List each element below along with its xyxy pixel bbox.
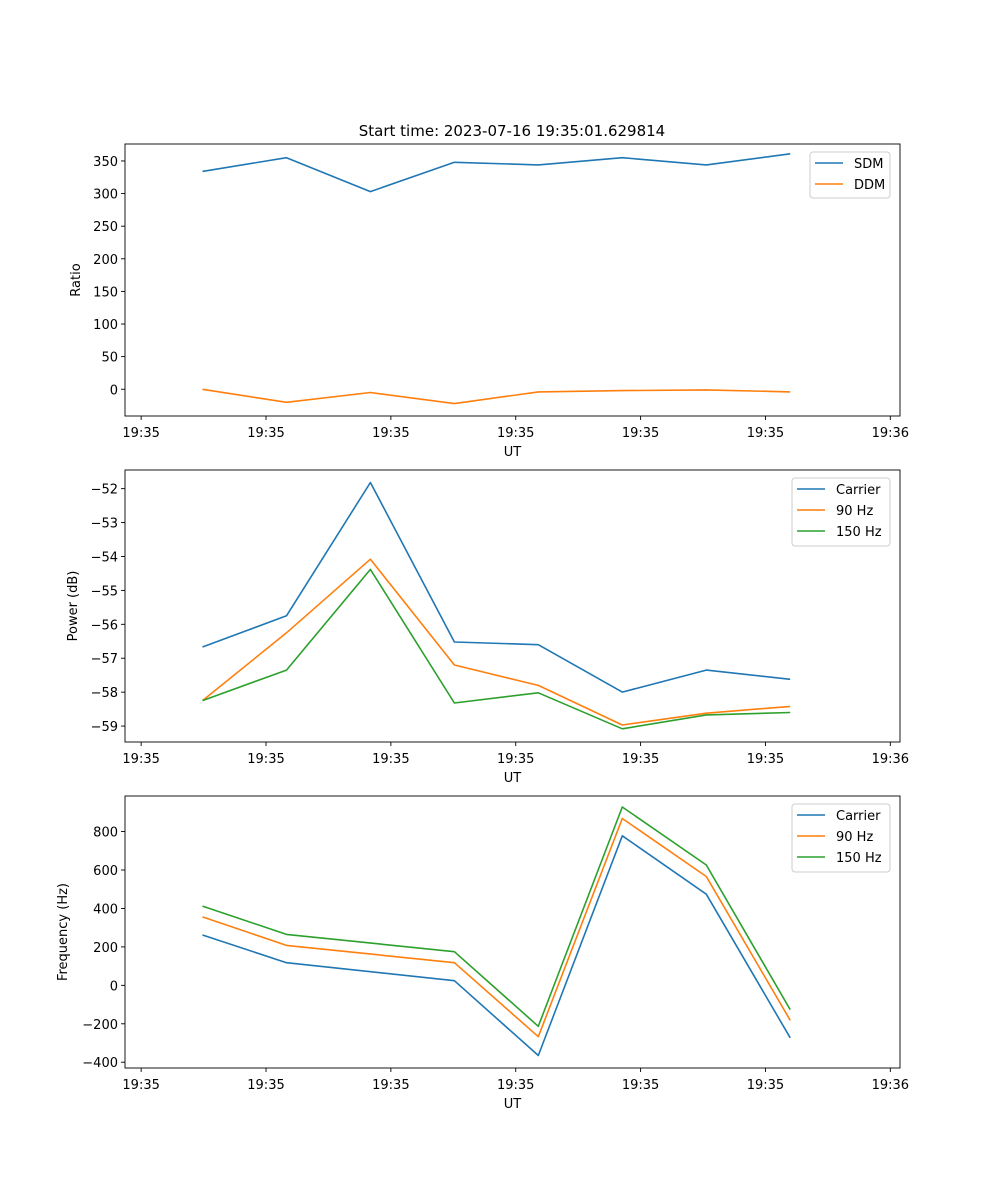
y-tick-label: −58 xyxy=(91,686,118,701)
series-line-1 xyxy=(202,388,791,405)
series-line-2 xyxy=(202,568,791,730)
x-tick-label: 19:36 xyxy=(872,1078,909,1093)
legend-label: SDM xyxy=(854,157,883,172)
x-tick-label: 19:35 xyxy=(497,426,534,441)
x-tick-label: 19:35 xyxy=(622,426,659,441)
x-tick-label: 19:35 xyxy=(622,1078,659,1093)
y-tick-label: −53 xyxy=(91,517,118,532)
axes-frame xyxy=(124,469,901,743)
subplot-power: 19:35 19:35 19:35 19:35 19:35 19:35 19:36 UT −59… xyxy=(66,469,909,786)
series-line-1 xyxy=(202,817,791,1038)
y-tick-label: 0 xyxy=(110,979,118,994)
x-tick-label: 19:36 xyxy=(872,752,909,767)
series-line-0 xyxy=(202,153,791,193)
y-tick-label: 300 xyxy=(93,188,118,203)
y-tick-label: −55 xyxy=(91,584,118,599)
y-tick-label: 600 xyxy=(93,864,118,879)
x-tick-label: 19:35 xyxy=(372,426,409,441)
y-tick-label: 400 xyxy=(93,902,118,917)
y-tick-label: −56 xyxy=(91,618,118,633)
y-axis-label: Frequency (Hz) xyxy=(56,883,71,981)
y-tick-label: −57 xyxy=(91,652,118,667)
x-tick-label: 19:35 xyxy=(247,752,284,767)
subplot-ratio: 19:35 19:35 19:35 19:35 19:35 19:35 19:36 UT 0 50… xyxy=(69,143,909,460)
axes-frame xyxy=(124,795,901,1069)
y-tick-label: 350 xyxy=(93,155,118,170)
y-tick-label: 100 xyxy=(93,318,118,333)
axes-frame xyxy=(124,143,901,417)
x-tick-label: 19:35 xyxy=(247,426,284,441)
x-tick-label: 19:35 xyxy=(747,752,784,767)
x-tick-label: 19:35 xyxy=(497,1078,534,1093)
x-tick-label: 19:35 xyxy=(372,1078,409,1093)
x-tick-label: 19:35 xyxy=(372,752,409,767)
y-tick-label: 200 xyxy=(93,253,118,268)
x-tick-label: 19:35 xyxy=(122,752,159,767)
y-tick-label: −52 xyxy=(91,483,118,498)
legend-label: 90 Hz xyxy=(836,504,873,519)
y-axis-label: Power (dB) xyxy=(66,571,81,642)
x-tick-label: 19:35 xyxy=(247,1078,284,1093)
legend-label: 150 Hz xyxy=(836,851,882,866)
x-tick-label: 19:35 xyxy=(747,1078,784,1093)
x-tick-label: 19:35 xyxy=(747,426,784,441)
y-tick-label: −54 xyxy=(91,550,118,565)
y-tick-label: −200 xyxy=(82,1018,118,1033)
x-tick-label: 19:35 xyxy=(622,752,659,767)
x-tick-label: 19:35 xyxy=(497,752,534,767)
series-line-2 xyxy=(202,806,791,1028)
series-line-0 xyxy=(202,834,791,1057)
x-axis-label: UT xyxy=(504,771,522,786)
legend-box xyxy=(791,477,891,547)
legend-label: DDM xyxy=(854,178,885,193)
legend-box xyxy=(791,803,891,873)
x-tick-label: 19:35 xyxy=(122,1078,159,1093)
legend-label: Carrier xyxy=(836,809,881,824)
y-tick-label: 200 xyxy=(93,941,118,956)
x-tick-label: 19:36 xyxy=(872,426,909,441)
series-line-0 xyxy=(202,481,791,693)
legend-label: 90 Hz xyxy=(836,830,873,845)
legend-label: 150 Hz xyxy=(836,525,882,540)
y-tick-label: −400 xyxy=(82,1056,118,1071)
y-tick-label: −59 xyxy=(91,720,118,735)
subplot-frequency: 19:35 19:35 19:35 19:35 19:35 19:35 19:36 UT −40… xyxy=(56,795,909,1112)
x-tick-label: 19:35 xyxy=(122,426,159,441)
y-tick-label: 50 xyxy=(101,351,118,366)
y-tick-label: 0 xyxy=(110,383,118,398)
x-axis-label: UT xyxy=(504,1097,522,1112)
y-tick-label: 800 xyxy=(93,826,118,841)
y-axis-label: Ratio xyxy=(69,263,84,296)
legend-label: Carrier xyxy=(836,483,881,498)
y-tick-label: 150 xyxy=(93,285,118,300)
x-axis-label: UT xyxy=(504,445,522,460)
series-line-1 xyxy=(201,558,791,726)
figure-title: Start time: 2023-07-16 19:35:01.629814 xyxy=(359,122,665,140)
y-tick-label: 250 xyxy=(93,220,118,235)
